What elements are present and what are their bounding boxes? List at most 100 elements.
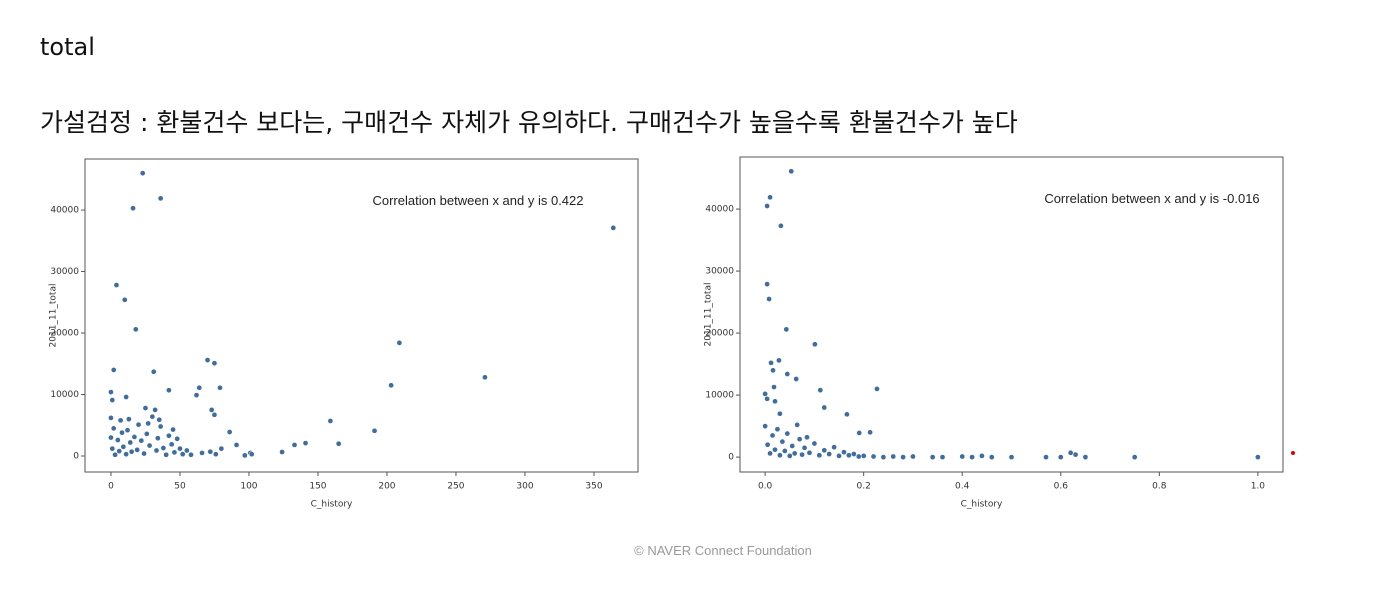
point (211, 411, 218, 418)
point (177, 445, 183, 452)
y-tick-label: 40000 (705, 205, 734, 215)
point (207, 448, 214, 455)
point (196, 384, 203, 391)
x-tick-label: 0.0 (758, 482, 773, 492)
x-tick-label: 0 (108, 482, 114, 492)
point (109, 445, 116, 452)
x-tick-label: 50 (174, 482, 186, 492)
x-tick-label: 1.0 (1251, 482, 1266, 492)
point (123, 451, 129, 458)
point (767, 450, 773, 457)
point (890, 453, 897, 460)
point (155, 435, 161, 442)
point (762, 391, 768, 397)
point (764, 441, 771, 448)
point (153, 447, 160, 454)
point (910, 453, 916, 460)
annotation: Correlation between x and y is 0.422 (372, 193, 583, 208)
point (1067, 449, 1074, 456)
point (929, 454, 936, 460)
x-tick-label: 200 (378, 482, 395, 492)
point (766, 296, 772, 302)
point (152, 407, 158, 413)
y-tick-label: 0 (728, 453, 734, 463)
y-axis-label: 2011_11_total (704, 283, 714, 347)
point (120, 443, 127, 450)
point (145, 420, 152, 427)
point (855, 453, 862, 460)
point (1082, 454, 1089, 460)
point (786, 453, 793, 459)
point (1131, 454, 1138, 460)
point (846, 452, 852, 459)
point (770, 367, 776, 374)
x-tick-label: 0.2 (857, 482, 871, 492)
x-tick-label: 100 (240, 482, 257, 492)
point (867, 429, 873, 436)
point (110, 425, 117, 432)
point (826, 451, 833, 457)
point (193, 392, 200, 398)
point (211, 360, 218, 367)
point (821, 404, 828, 411)
point (836, 453, 842, 459)
point (110, 367, 117, 373)
point (217, 384, 223, 391)
point (371, 427, 378, 434)
point (163, 451, 169, 458)
point (778, 222, 784, 229)
point (762, 423, 768, 429)
point (988, 454, 995, 460)
point (959, 453, 966, 460)
point (796, 436, 803, 442)
x-tick-label: 0.4 (955, 482, 970, 492)
point (302, 440, 309, 446)
point (791, 450, 798, 457)
point (793, 376, 800, 382)
point (844, 411, 850, 418)
y-tick-label: 10000 (705, 391, 734, 401)
y-tick-label: 20000 (50, 329, 79, 339)
y-tick-label: 10000 (50, 390, 79, 400)
point (850, 451, 857, 457)
point (119, 429, 125, 436)
point (831, 444, 837, 451)
point (1255, 454, 1261, 460)
point (768, 360, 774, 366)
point (900, 454, 906, 460)
point (777, 410, 783, 417)
point (166, 387, 172, 394)
point (816, 452, 823, 459)
point (806, 449, 813, 456)
point (108, 434, 114, 441)
x-tick-label: 150 (309, 482, 326, 492)
point (784, 371, 791, 377)
point (335, 440, 342, 447)
point (779, 438, 786, 445)
x-axis-label: C_history (961, 500, 1003, 510)
point (764, 281, 770, 287)
point (134, 447, 141, 453)
point (327, 418, 334, 424)
stray-dot (1291, 451, 1295, 455)
point (774, 426, 781, 433)
point (772, 446, 778, 453)
point (233, 442, 240, 448)
point (142, 405, 149, 411)
point (135, 421, 142, 428)
y-tick-label: 30000 (50, 267, 79, 277)
point (388, 382, 394, 389)
point (821, 447, 828, 454)
y-axis-label: 2011_11_total (49, 284, 59, 348)
point (789, 443, 796, 449)
point (212, 451, 219, 458)
point (143, 431, 150, 437)
plot-frame (84, 158, 639, 473)
point (783, 326, 790, 333)
point (794, 422, 801, 428)
point (199, 450, 205, 456)
point (174, 435, 181, 442)
point (279, 449, 285, 455)
